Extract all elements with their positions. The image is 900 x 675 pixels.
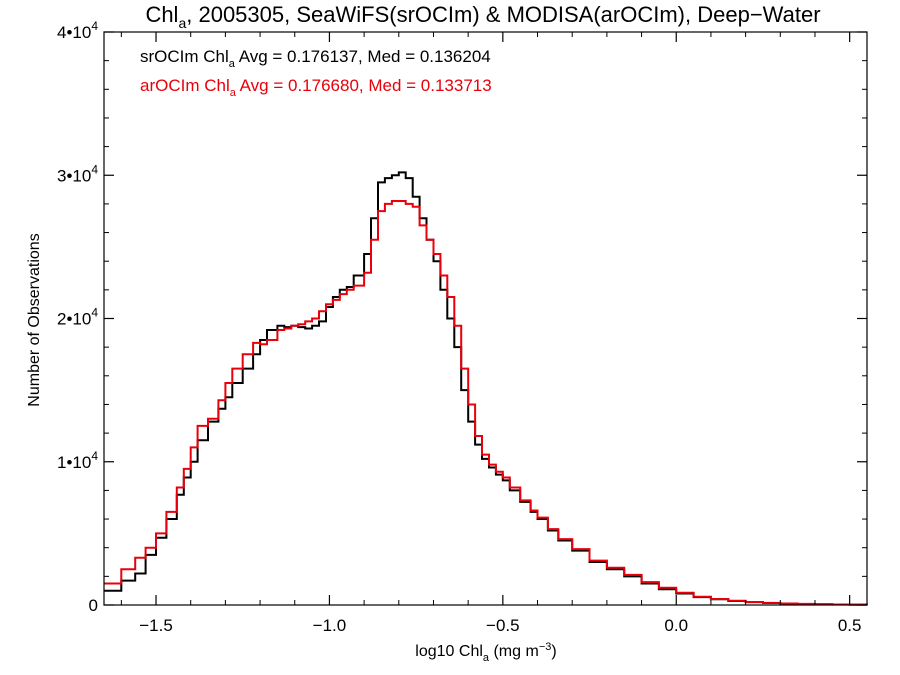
y-tick-label-4: 4•104 [57,19,98,42]
y-tick-label-exponent: 4 [91,19,98,33]
y-tick-label-exponent: 4 [91,306,98,320]
y-tick-label-base: 2•10 [57,310,91,329]
y-tick-label-base: 3•10 [57,166,91,185]
y-tick-label-exponent: 4 [91,449,98,463]
series-line-1 [104,171,868,606]
x-axis-label-superscript: −3 [539,641,552,653]
plot-frame [103,31,868,606]
y-tick-label-3: 3•104 [57,162,98,185]
x-axis-ticks: −1.5 −1.0 −0.5 0.0 0.5 [120,32,862,635]
y-tick-label-base: 0 [89,596,98,615]
y-tick-label-1: 1•104 [57,449,98,472]
chart-title-subscript: a [178,15,186,31]
chart-title-prefix: Chl [145,2,178,27]
x-axis-label-suffix: (mg m [489,643,539,660]
x-tick-label-4: 0.5 [838,616,862,635]
svg-text:log10 Chla (mg m−3): log10 Chla (mg m−3) [415,641,556,664]
annotation-2: arOCIm Chla Avg = 0.176680, Med = 0.1337… [140,76,492,99]
annotation-subscript: a [230,87,237,99]
y-tick-label-base: 4•10 [57,23,91,42]
chart-title: Chla, 2005305, SeaWiFS(srOCIm) & MODISA(… [145,2,820,31]
annotation-prefix: srOCIm Chl [140,47,229,66]
series-line-2 [104,200,868,606]
y-tick-label-exponent: 4 [91,162,98,176]
annotation-prefix: arOCIm Chl [140,76,230,95]
y-tick-label-0: 0 [89,596,98,615]
chart-title-suffix: , 2005305, SeaWiFS(srOCIm) & MODISA(arOC… [186,2,820,27]
x-axis-label: log10 Chla (mg m−3) [415,641,556,664]
y-axis-label: Number of Observations [26,233,43,406]
annotation-subscript: a [229,58,236,70]
x-tick-label-0: −1.5 [139,616,173,635]
y-axis-label-text: Number of Observations [26,233,43,406]
annotation-suffix: Avg = 0.176680, Med = 0.133713 [236,76,492,95]
x-tick-label-2: −0.5 [486,616,520,635]
y-tick-label-2: 2•104 [57,306,98,329]
x-tick-label-3: 0.0 [664,616,688,635]
x-tick-label-1: −1.0 [313,616,347,635]
y-tick-label-base: 1•10 [57,453,91,472]
x-axis-label-subscript: a [483,652,490,664]
series-layer [104,171,868,606]
svg-text:Chla, 2005305, SeaWiFS(srOCIm): Chla, 2005305, SeaWiFS(srOCIm) & MODISA(… [145,2,820,31]
legend-annotations: srOCIm Chla Avg = 0.176137, Med = 0.1362… [140,47,492,99]
x-axis-label-prefix: log10 Chl [415,643,483,660]
annotation-1: srOCIm Chla Avg = 0.176137, Med = 0.1362… [140,47,491,70]
annotation-suffix: Avg = 0.176137, Med = 0.136204 [235,47,491,66]
x-axis-label-close: ) [551,643,556,660]
